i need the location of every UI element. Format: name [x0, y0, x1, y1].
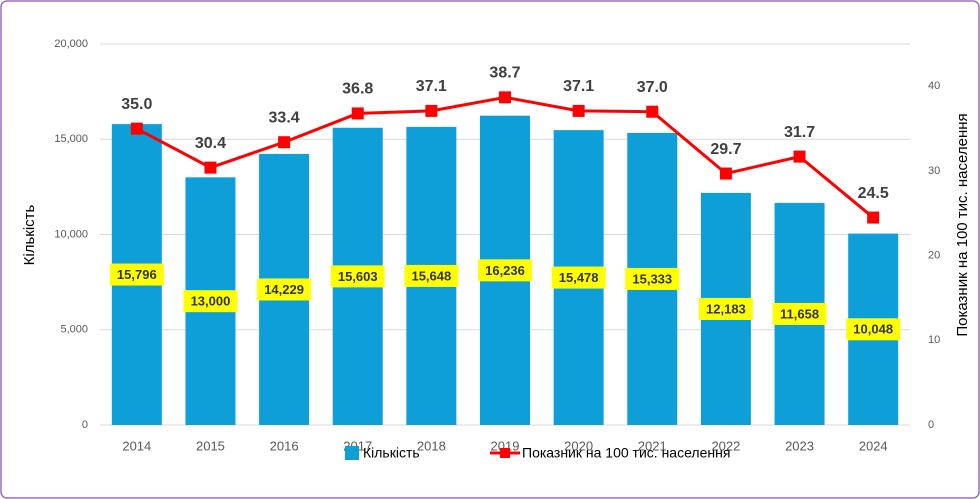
x-tick-label: 2024 [859, 438, 888, 453]
x-tick-label: 2022 [711, 438, 740, 453]
line-label: 37.1 [416, 78, 447, 95]
bar-label-bg [257, 278, 312, 301]
line-label: 38.7 [489, 65, 520, 82]
bar-label-bg [772, 302, 827, 325]
legend-swatch-marker [500, 448, 510, 458]
line-label: 24.5 [858, 185, 889, 202]
line-marker [572, 104, 585, 117]
line-marker [351, 107, 364, 120]
x-tick-label: 2021 [638, 438, 667, 453]
x-tick-label: 2018 [417, 438, 446, 453]
bar-label: 15,603 [338, 269, 378, 284]
line-label: 30.4 [195, 135, 226, 152]
bar-label-bg [478, 259, 532, 282]
bar-label-bg [183, 290, 238, 313]
line-marker [646, 105, 659, 118]
x-tick-label: 2014 [122, 438, 151, 453]
bar-label: 12,183 [706, 301, 746, 316]
line-label: 35.0 [121, 96, 152, 113]
x-tick-label: 2019 [491, 438, 520, 453]
bar-label: 15,648 [411, 268, 451, 283]
y-tick-label: 20,000 [54, 38, 88, 50]
x-tick-label: 2016 [270, 438, 299, 453]
y-axis-title: Кількість [21, 204, 38, 265]
bar-label: 15,796 [117, 267, 157, 282]
bar-label: 15,333 [632, 271, 672, 286]
y-tick-label: 5,000 [60, 324, 88, 336]
line-label: 29.7 [710, 141, 741, 158]
line-marker [204, 161, 217, 174]
line-label: 36.8 [342, 81, 373, 98]
line-marker [793, 150, 806, 163]
line-marker [278, 136, 291, 149]
bar-label: 16,236 [485, 263, 525, 278]
bar-label-bg [846, 318, 901, 341]
legend-label: Показник на 100 тис. населення [522, 445, 730, 461]
line-marker [425, 104, 438, 117]
y2-tick-label: 20 [928, 250, 940, 262]
line-marker [867, 211, 880, 224]
bar-label-bg [698, 297, 753, 320]
x-tick-label: 2015 [196, 438, 225, 453]
y2-axis-title: Показник на 100 тис. населення [954, 113, 971, 336]
bar-label-bg [551, 266, 606, 289]
bar-label: 10,048 [853, 322, 893, 337]
bar-label: 15,478 [559, 270, 599, 285]
line-marker [719, 167, 732, 180]
bar-label: 14,229 [264, 282, 304, 297]
bar-label-bg [404, 264, 459, 287]
x-tick-label: 2023 [785, 438, 814, 453]
y-tick-label: 0 [82, 419, 88, 431]
y2-tick-label: 10 [928, 334, 940, 346]
x-tick-label: 2020 [564, 438, 593, 453]
bar-label: 13,000 [191, 294, 231, 309]
bar-label-bg [330, 265, 385, 288]
y2-tick-label: 30 [928, 165, 940, 177]
bar-label-bg [109, 263, 164, 286]
y-tick-label: 10,000 [54, 228, 88, 240]
line-marker [130, 122, 143, 135]
line-marker [499, 91, 511, 104]
bar-label-bg [625, 267, 680, 290]
legend-label: Кількість [363, 445, 420, 461]
y2-tick-label: 40 [928, 80, 940, 92]
y-tick-label: 15,000 [54, 133, 88, 145]
legend-swatch [345, 446, 359, 460]
bar-label: 11,658 [780, 306, 819, 321]
marks: 15,796 13,000 14,229 15,603 15,648 16,236 15,4… [109, 65, 901, 426]
line-label: 31.7 [784, 124, 815, 141]
line-label: 37.0 [637, 79, 668, 96]
y2-tick-label: 0 [928, 419, 934, 431]
line-label: 33.4 [269, 109, 300, 126]
line-label: 37.1 [563, 78, 594, 95]
